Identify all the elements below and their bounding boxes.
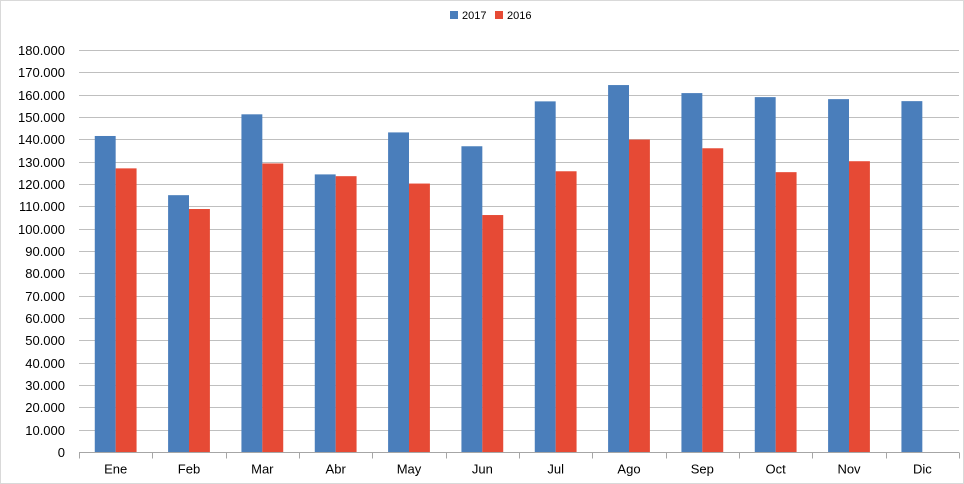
x-tick-label: Nov [837, 462, 861, 477]
bar-2017-mar [241, 114, 263, 452]
bar-2017-oct [754, 97, 776, 453]
legend-label: 2016 [507, 10, 531, 22]
legend-label: 2017 [462, 10, 486, 22]
bar-2016-jun [482, 215, 504, 452]
y-tick-label: 110.000 [19, 199, 65, 214]
x-tick-label: Feb [178, 462, 200, 477]
bar-2017-jul [534, 101, 556, 453]
y-tick-label: 140.000 [18, 132, 65, 147]
bar-2017-ene [94, 135, 116, 453]
y-tick-label: 180.000 [18, 43, 65, 58]
y-tick-label: 50.000 [25, 333, 65, 348]
x-tick-label: Oct [766, 462, 787, 477]
y-tick-label: 30.000 [25, 378, 65, 393]
bar-2017-jun [461, 146, 483, 452]
bar-2017-nov [828, 99, 849, 452]
x-tick-label: Sep [691, 462, 714, 477]
bar-2016-feb [189, 209, 210, 452]
bar-2017-abr [314, 174, 336, 452]
y-tick-label: 70.000 [25, 289, 65, 304]
y-tick-label: 80.000 [25, 266, 65, 281]
bar-2017-sep [681, 93, 703, 452]
x-tick-label: Abr [326, 462, 347, 477]
bar-2016-mar [262, 163, 284, 452]
y-tick-label: 120.000 [18, 177, 65, 192]
x-tick-label: Mar [251, 462, 274, 477]
x-tick-label: Jun [472, 462, 493, 477]
x-axis [79, 452, 960, 459]
bar-2016-ago [629, 139, 650, 452]
x-tick-label: Dic [913, 462, 932, 477]
y-tick-label: 150.000 [18, 110, 65, 125]
bar-2016-sep [702, 148, 724, 452]
y-tick-label: 40.000 [25, 356, 65, 371]
gridlines [79, 50, 959, 431]
y-tick-label: 100.000 [18, 222, 65, 237]
y-tick-label: 160.000 [18, 88, 65, 103]
x-tick-label: Ago [617, 462, 640, 477]
bar-2016-may [409, 183, 430, 453]
y-tick-label: 60.000 [25, 311, 65, 326]
y-axis-ticks: 0 10.000 20.000 30.000 40.000 50.000 60.000 70.… [18, 43, 65, 460]
y-tick-label: 170.000 [18, 65, 65, 80]
y-tick-label: 130.000 [18, 155, 65, 170]
y-tick-label: 90.000 [25, 244, 65, 259]
bar-2016-ene [115, 168, 137, 452]
bar-2017-may [388, 132, 409, 452]
legend-swatch-2017 [450, 11, 458, 19]
bar-2016-oct [775, 172, 797, 452]
bar-2017-ago [608, 85, 629, 452]
x-tick-label: Jul [547, 462, 564, 477]
x-tick-label: Ene [104, 462, 127, 477]
x-tick-label: May [397, 462, 422, 477]
bar-2016-abr [335, 176, 357, 452]
bar-2016-nov [849, 161, 870, 452]
legend: 2017 2016 [450, 10, 531, 22]
bar-2016-jul [555, 171, 577, 452]
bar-2017-dic [901, 101, 923, 452]
bars [94, 85, 923, 453]
y-tick-label: 10.000 [25, 423, 65, 438]
x-axis-ticks: Ene Feb Mar Abr May Jun Jul Ago Sep Oct Nov Dic [104, 462, 932, 477]
legend-swatch-2016 [495, 11, 503, 19]
y-tick-label: 0 [58, 445, 65, 460]
bar-2017-feb [168, 195, 189, 453]
y-tick-label: 20.000 [25, 400, 65, 415]
